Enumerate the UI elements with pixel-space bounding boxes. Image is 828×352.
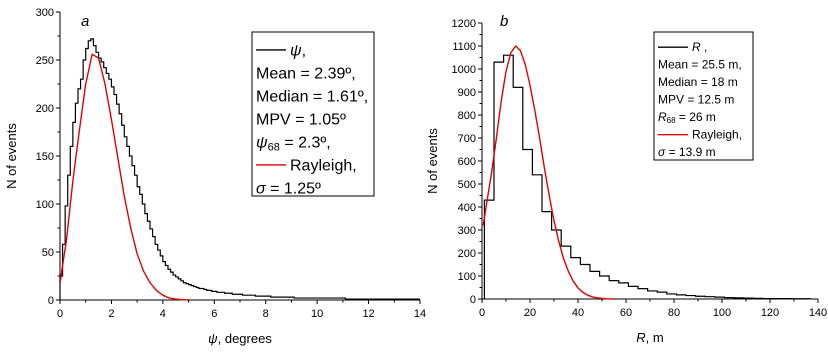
legend-symbol: ψ: [256, 134, 268, 151]
legend-symbol: σ: [658, 145, 666, 159]
y-tick-label: 900: [458, 87, 476, 99]
legend-text: Mean = 2.39º,: [256, 65, 356, 82]
legend-text: ,: [302, 42, 306, 59]
y-tick-label: 100: [458, 271, 476, 283]
y-tick-label: 1000: [452, 64, 476, 76]
legend-entry: Mean = 2.39º,: [256, 65, 356, 82]
legend-text: ,: [701, 40, 708, 54]
legend-subscript: 68: [667, 116, 676, 125]
y-axis-title: N of events: [425, 128, 440, 194]
y-tick-label: 200: [458, 248, 476, 260]
x-tick-label: 4: [160, 308, 166, 320]
y-tick-label: 200: [36, 103, 54, 115]
rayleigh-fit-curve: [59, 53, 189, 301]
y-axis-title: N of events: [4, 123, 19, 189]
x-tick-label: 6: [211, 308, 217, 320]
panel-label: a: [81, 13, 89, 30]
legend-entry: σ = 13.9 m: [658, 145, 716, 159]
legend-text: = 26 m: [676, 110, 716, 124]
y-tick-label: 600: [458, 156, 476, 168]
x-tick-label: 140: [809, 307, 827, 319]
legend-entry: ψ,: [290, 42, 306, 59]
legend-entry: Median = 18 m: [658, 75, 738, 89]
legend-entry: ψ68 = 2.3º,: [256, 134, 331, 153]
legend-text: MPV = 12.5 m: [658, 93, 734, 107]
x-tick-label: 2: [108, 308, 114, 320]
legend-symbol: R: [658, 110, 667, 124]
legend-entry: Median = 1.61º,: [256, 88, 368, 105]
y-tick-label: 400: [458, 202, 476, 214]
legend-symbol: R: [692, 40, 701, 54]
legend-entry: Mean = 25.5 m,: [658, 58, 742, 72]
panel-label: b: [500, 13, 508, 30]
y-tick-label: 150: [36, 151, 54, 163]
y-tick-label: 50: [42, 247, 54, 259]
legend-entry: Rayleigh,: [290, 157, 357, 174]
legend-subscript: 68: [268, 141, 280, 153]
legend-text: = 13.9 m: [665, 145, 715, 159]
histogram-series: [483, 54, 811, 300]
y-tick-label: 500: [458, 179, 476, 191]
x-axis-title-text: , m: [646, 330, 664, 345]
y-tick-label: 250: [36, 55, 54, 67]
legend-entry: R68 = 26 m: [658, 110, 716, 125]
x-tick-label: 0: [57, 308, 63, 320]
x-axis-title-text: , degrees: [218, 331, 273, 346]
legend-entry: Rayleigh,: [692, 128, 742, 142]
x-tick-label: 8: [263, 308, 269, 320]
y-tick-label: 0: [470, 294, 476, 306]
legend-text: Rayleigh,: [692, 128, 742, 142]
legend-text: = 1.25º: [266, 180, 321, 197]
histogram-series: [59, 38, 420, 300]
legend-symbol: ψ: [290, 42, 302, 59]
y-tick-label: 1100: [452, 41, 476, 53]
x-axis-title: R, m: [636, 330, 663, 345]
y-tick-label: 700: [458, 133, 476, 145]
legend: ψ, Mean = 2.39º, Median = 1.61º, MPV = 1.05…: [251, 31, 375, 197]
legend-text: MPV = 1.05º: [256, 111, 346, 128]
legend-entry: MPV = 12.5 m: [658, 93, 734, 107]
rayleigh-fit-curve: [482, 45, 615, 300]
legend-box: [653, 31, 754, 161]
y-tick-label: 100: [36, 199, 54, 211]
legend-symbol: σ: [256, 180, 267, 197]
x-tick-label: 120: [761, 307, 779, 319]
x-tick-label: 80: [668, 307, 680, 319]
legend-text: Median = 18 m: [658, 75, 738, 89]
x-axis-title-symbol: ψ: [208, 331, 218, 346]
legend-text: Mean = 25.5 m,: [658, 58, 742, 72]
x-tick-label: 10: [311, 308, 323, 320]
legend-text: = 2.3º,: [280, 134, 331, 151]
x-tick-label: 0: [479, 307, 485, 319]
x-tick-label: 14: [414, 308, 426, 320]
x-tick-label: 12: [362, 308, 374, 320]
panel-b: 0 20 40 60 80 100 120 140 0 100 200 300 400 500 600 700…: [425, 13, 827, 345]
legend-box: [251, 31, 375, 197]
y-tick-label: 0: [48, 295, 54, 307]
x-axis-title: ψ, degrees: [208, 331, 272, 346]
legend-text: Median = 1.61º,: [256, 88, 368, 105]
legend-entry: R ,: [692, 40, 707, 54]
x-tick-label: 100: [713, 307, 731, 319]
x-axis-title-symbol: R: [636, 330, 645, 345]
x-tick-label: 60: [620, 307, 632, 319]
legend: R , Mean = 25.5 m, Median = 18 m MPV = 12.5…: [653, 31, 754, 161]
legend-entry: MPV = 1.05º: [256, 111, 346, 128]
x-tick-label: 40: [572, 307, 584, 319]
y-tick-label: 300: [36, 7, 54, 19]
x-tick-label: 20: [524, 307, 536, 319]
legend-text: Rayleigh,: [290, 157, 357, 174]
legend-entry: σ = 1.25º: [256, 180, 321, 197]
y-tick-label: 300: [458, 225, 476, 237]
y-tick-label: 1200: [452, 18, 476, 30]
y-tick-label: 800: [458, 110, 476, 122]
